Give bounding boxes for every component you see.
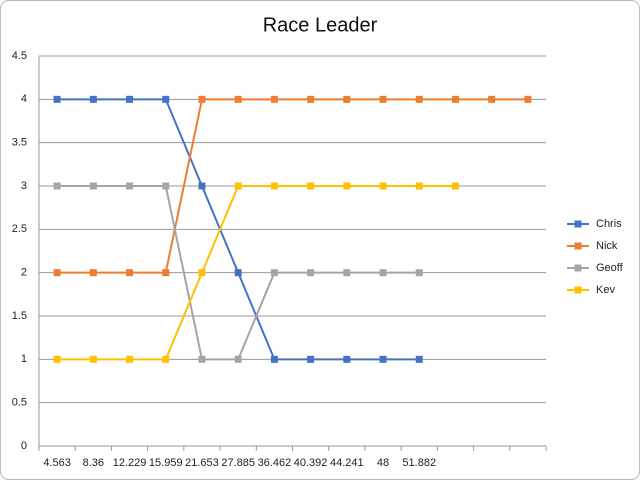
point-marker	[415, 182, 423, 190]
point-marker	[488, 95, 496, 103]
legend-marker	[574, 220, 582, 228]
point-marker	[162, 355, 170, 363]
point-marker	[415, 269, 423, 277]
x-tick-label: 8.36	[83, 457, 104, 469]
y-tick-label: 4.5	[12, 50, 27, 62]
x-tick-label: 48	[377, 457, 389, 469]
y-tick-label: 4	[21, 93, 27, 105]
point-marker	[307, 182, 315, 190]
y-tick-label: 2	[21, 267, 27, 279]
point-marker	[89, 269, 97, 277]
point-marker	[89, 95, 97, 103]
point-marker	[415, 95, 423, 103]
point-marker	[234, 355, 242, 363]
x-tick-label: 15.959	[149, 457, 183, 469]
point-marker	[126, 269, 134, 277]
point-marker	[379, 355, 387, 363]
point-marker	[234, 269, 242, 277]
point-marker	[89, 182, 97, 190]
point-marker	[270, 355, 278, 363]
point-marker	[343, 95, 351, 103]
legend-label: Chris	[596, 218, 622, 230]
point-marker	[307, 355, 315, 363]
point-marker	[126, 95, 134, 103]
point-marker	[162, 269, 170, 277]
x-tick-label: 4.563	[43, 457, 71, 469]
point-marker	[89, 355, 97, 363]
y-tick-label: 3.5	[12, 137, 27, 149]
y-tick-label: 1.5	[12, 310, 27, 322]
point-marker	[415, 355, 423, 363]
x-tick-label: 27.885	[221, 457, 255, 469]
legend-marker	[574, 286, 582, 294]
y-tick-label: 0.5	[12, 397, 27, 409]
point-marker	[53, 269, 61, 277]
point-marker	[53, 182, 61, 190]
y-tick-label: 1	[21, 353, 27, 365]
legend-marker	[574, 242, 582, 250]
point-marker	[126, 355, 134, 363]
point-marker	[198, 182, 206, 190]
point-marker	[198, 95, 206, 103]
point-marker	[379, 95, 387, 103]
legend-label: Geoff	[596, 262, 624, 274]
point-marker	[307, 95, 315, 103]
x-tick-label: 40.392	[294, 457, 328, 469]
series-line	[57, 185, 456, 361]
x-tick-label: 12.229	[113, 457, 147, 469]
point-marker	[451, 95, 459, 103]
point-marker	[234, 182, 242, 190]
legend-marker	[574, 264, 582, 272]
point-marker	[126, 182, 134, 190]
point-marker	[343, 269, 351, 277]
point-marker	[524, 95, 532, 103]
point-marker	[53, 355, 61, 363]
series-line	[57, 98, 528, 274]
y-tick-label: 3	[21, 180, 27, 192]
y-tick-label: 0	[21, 440, 27, 452]
point-marker	[162, 95, 170, 103]
point-marker	[198, 355, 206, 363]
chart-title: Race Leader	[263, 14, 378, 36]
point-marker	[379, 269, 387, 277]
point-marker	[307, 269, 315, 277]
x-tick-label: 36.462	[258, 457, 292, 469]
point-marker	[162, 182, 170, 190]
x-tick-label: 44.241	[330, 457, 364, 469]
legend-label: Nick	[596, 240, 618, 252]
point-marker	[343, 182, 351, 190]
y-tick-label: 2.5	[12, 223, 27, 235]
point-marker	[379, 182, 387, 190]
point-marker	[234, 95, 242, 103]
x-tick-label: 51.882	[402, 457, 436, 469]
point-marker	[451, 182, 459, 190]
point-marker	[343, 355, 351, 363]
point-marker	[270, 269, 278, 277]
legend-label: Kev	[596, 284, 615, 296]
point-marker	[270, 182, 278, 190]
point-marker	[53, 95, 61, 103]
x-tick-label: 21.653	[185, 457, 219, 469]
point-marker	[198, 269, 206, 277]
point-marker	[270, 95, 278, 103]
